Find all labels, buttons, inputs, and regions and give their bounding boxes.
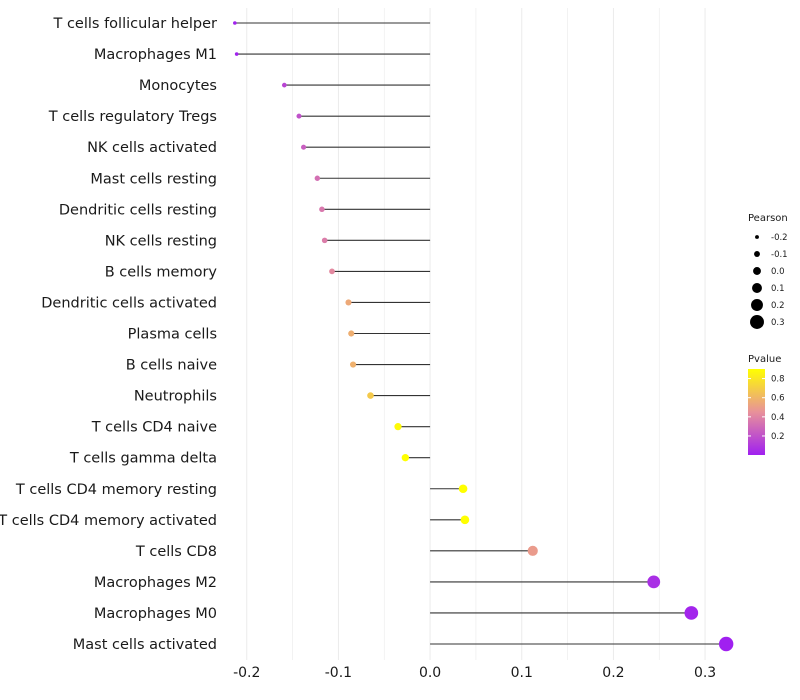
size-legend-dot [754, 251, 760, 257]
size-legend-dot [752, 283, 762, 293]
x-axis-labels: -0.2 -0.1 0.0 0.1 0.2 0.3 [233, 665, 716, 681]
category-label: B cells memory [105, 264, 218, 280]
lollipop-dot [349, 361, 357, 368]
lollipop-dot [367, 392, 374, 399]
x-tick-label: -0.1 [325, 665, 352, 681]
lollipop-dot [296, 113, 302, 119]
lollipop-dot [684, 606, 699, 620]
lollipop-dot [301, 144, 307, 150]
category-label: T cells CD4 memory resting [15, 482, 217, 498]
x-tick-label: -0.2 [233, 665, 260, 681]
y-axis-labels: T cells follicular helper Macrophages M1 M… [0, 16, 217, 653]
category-label: Monocytes [139, 78, 217, 94]
pvalue-color-legend: Pvalue 0.8 0.6 0.4 0.2 [748, 354, 785, 455]
lollipop-dot [527, 545, 538, 556]
pearson-size-legend: Pearson -0.2 -0.1 0.0 0.1 0.2 0.3 [748, 213, 788, 329]
category-label: Neutrophils [134, 389, 217, 405]
size-legend-label: 0.0 [771, 267, 785, 277]
lollipop-dot [401, 454, 410, 462]
size-legend-label: 0.2 [771, 301, 785, 311]
lollipop-dot [460, 515, 470, 525]
lollipop-stems [234, 22, 727, 645]
category-label: T cells regulatory Tregs [48, 109, 217, 125]
size-legend-label: -0.1 [771, 250, 788, 260]
lollipop-dots [233, 21, 734, 652]
color-legend-title: Pvalue [748, 354, 781, 365]
size-legend-label: -0.2 [771, 233, 788, 243]
lollipop-dot [348, 330, 355, 337]
color-legend-label: 0.6 [771, 394, 785, 404]
category-label: NK cells resting [105, 233, 217, 249]
lollipop-dot [319, 206, 325, 213]
size-legend-label: 0.1 [771, 284, 785, 294]
lollipop-dot [647, 575, 661, 589]
grid-lines [246, 8, 706, 660]
lollipop-dot [345, 299, 352, 306]
x-tick-label: 0.1 [511, 665, 533, 681]
size-legend-dot [753, 267, 761, 275]
color-legend-label: 0.2 [771, 432, 785, 442]
size-legend-label: 0.3 [771, 318, 785, 328]
x-tick-label: 0.2 [602, 665, 624, 681]
lollipop-dot [234, 52, 239, 56]
lollipop-dot [321, 237, 328, 244]
color-legend-label: 0.4 [771, 413, 785, 423]
lollipop-dot [314, 175, 321, 181]
x-tick-label: 0.3 [694, 665, 716, 681]
size-legend-title: Pearson [748, 213, 788, 224]
x-tick-label: 0.0 [419, 665, 441, 681]
category-label: Mast cells activated [73, 637, 217, 653]
category-label: B cells naive [126, 358, 217, 374]
category-label: T cells CD8 [135, 544, 217, 560]
category-label: Dendritic cells resting [59, 202, 217, 218]
category-label: T cells gamma delta [69, 451, 217, 467]
category-label: Plasma cells [128, 327, 217, 343]
lollipop-dot [281, 82, 287, 88]
category-label: NK cells activated [87, 140, 217, 156]
category-label: T cells follicular helper [52, 16, 217, 32]
category-label: T cells CD4 naive [91, 420, 217, 436]
color-legend-bar [748, 369, 765, 455]
size-legend-dot [751, 299, 763, 311]
lollipop-dot [718, 636, 734, 652]
category-label: Macrophages M2 [94, 575, 217, 591]
category-label: Mast cells resting [90, 171, 217, 187]
lollipop-dot [233, 21, 237, 25]
lollipop-dot [329, 268, 335, 275]
category-label: T cells CD4 memory activated [0, 513, 217, 529]
category-label: Macrophages M1 [94, 47, 217, 63]
category-label: Dendritic cells activated [41, 295, 217, 311]
size-legend-dot [755, 235, 759, 239]
color-legend-label: 0.8 [771, 375, 785, 385]
category-label: Macrophages M0 [94, 606, 217, 622]
lollipop-dot [458, 484, 468, 494]
size-legend-dot [750, 315, 764, 329]
lollipop-dot [394, 423, 402, 431]
